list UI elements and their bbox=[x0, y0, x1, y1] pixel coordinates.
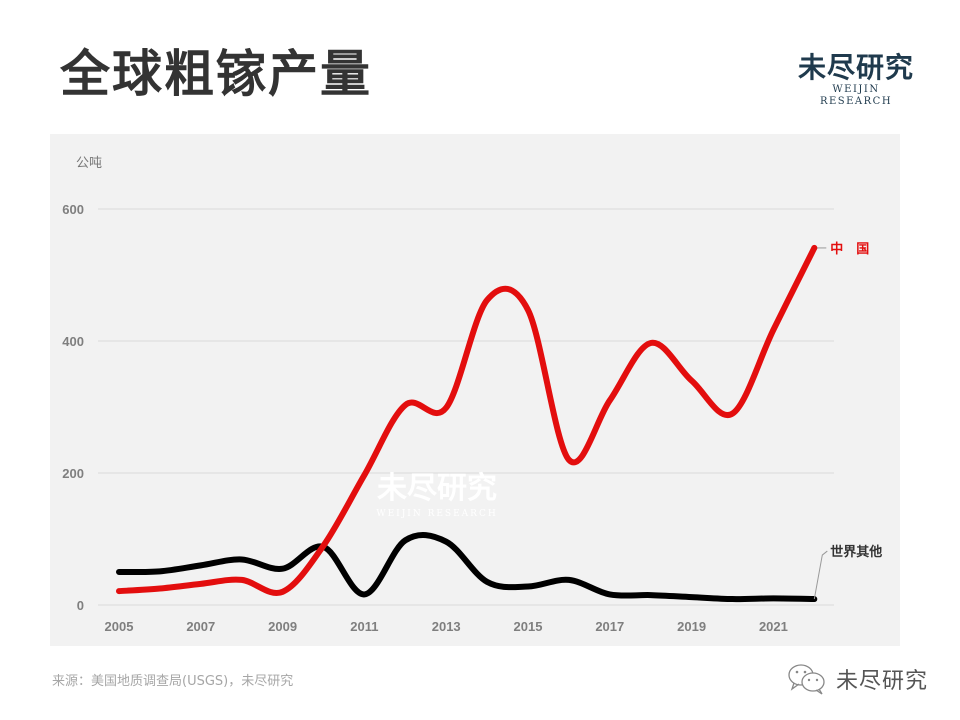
x-tick-label: 2019 bbox=[677, 619, 706, 634]
page-title: 全球粗镓产量 bbox=[60, 45, 372, 103]
watermark: 未尽研究 WEIJIN RESEARCH bbox=[376, 471, 497, 519]
y-tick-label: 200 bbox=[62, 466, 84, 481]
svg-text:未尽研究: 未尽研究 bbox=[377, 471, 497, 506]
x-axis-ticks: 2005 2007 2009 2011 2013 2015 2017 2019 2021 bbox=[105, 619, 788, 634]
y-tick-label: 400 bbox=[62, 334, 84, 349]
x-tick-label: 2013 bbox=[432, 619, 461, 634]
wechat-account-name: 未尽研究 bbox=[836, 669, 929, 694]
x-tick-label: 2005 bbox=[105, 619, 134, 634]
logo-text-en: WEIJIN RESEARCH bbox=[819, 84, 893, 107]
y-tick-label: 0 bbox=[77, 598, 84, 613]
y-axis-ticks: 0 200 400 600 bbox=[62, 202, 84, 613]
series-lines bbox=[116, 244, 818, 603]
gridlines bbox=[98, 208, 834, 606]
x-tick-label: 2009 bbox=[268, 619, 297, 634]
source-note: 来源：美国地质调查局(USGS)，未尽研究 bbox=[52, 674, 294, 689]
x-tick-label: 2007 bbox=[186, 619, 215, 634]
series-line-rest-of-world bbox=[116, 532, 818, 603]
series-line-china bbox=[116, 244, 818, 596]
series-label-china: 中 国 bbox=[830, 241, 869, 257]
y-axis-unit-label: 公吨 bbox=[76, 156, 103, 171]
chart-panel bbox=[50, 134, 900, 646]
series-label-rest-of-world: 世界其他 bbox=[830, 544, 882, 560]
brand-logo: 未尽研究 WEIJIN RESEARCH bbox=[796, 52, 916, 108]
x-tick-label: 2017 bbox=[595, 619, 624, 634]
x-tick-label: 2015 bbox=[514, 619, 543, 634]
x-tick-label: 2011 bbox=[350, 619, 378, 634]
svg-text:WEIJIN RESEARCH: WEIJIN RESEARCH bbox=[376, 509, 497, 519]
wechat-icon bbox=[788, 664, 825, 695]
y-tick-label: 600 bbox=[62, 202, 84, 217]
wechat-account: 未尽研究 bbox=[786, 662, 928, 696]
x-tick-label: 2021 bbox=[759, 619, 788, 634]
logo-text-cn: 未尽研究 bbox=[797, 51, 914, 84]
